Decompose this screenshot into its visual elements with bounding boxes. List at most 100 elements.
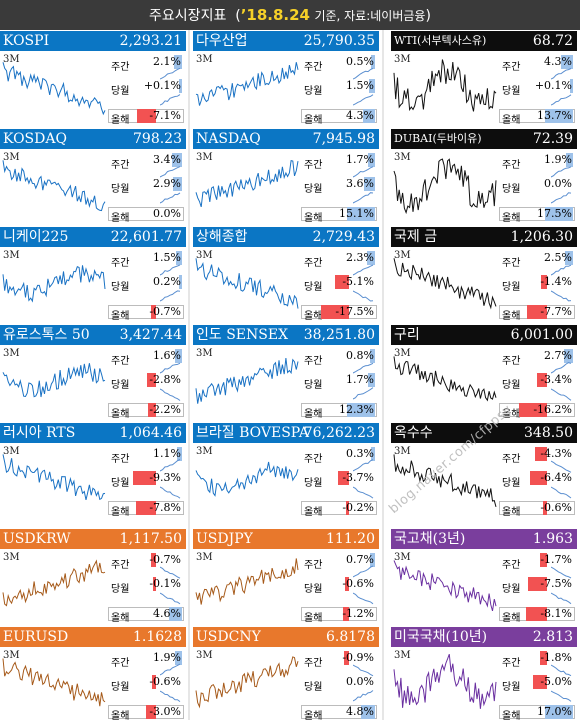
week-change: -0.7% — [149, 553, 181, 566]
panel-header: DUBAI(두바이유) 72.39 — [391, 129, 577, 149]
ytd-label: 올해 — [111, 115, 130, 126]
week-label: 주간 — [502, 160, 521, 171]
panel-header: USDCNY 6.8178 — [193, 627, 379, 647]
indicator-panel: 구리 6,001.00 3M 주간 당월 올해 2.7% -3.4% -16.2% — [391, 325, 577, 420]
ytd-change: -3.0% — [149, 705, 181, 718]
price-chart-3m — [195, 461, 299, 497]
indicator-panel: USDCNY 6.8178 3M 주간 당월 올해 -0.9% 0.0% 4.8% — [193, 627, 379, 720]
week-label: 주간 — [304, 356, 323, 367]
indicator-name: 니케이225 — [3, 229, 69, 245]
week-change: 4.3% — [544, 55, 572, 68]
price-line — [2, 363, 106, 398]
ytd-label: 올해 — [502, 507, 521, 518]
indicator-panel: WTI(서부텍사스유) 68.72 3M 주간 당월 올해 4.3% +0.1% 13.7% — [391, 31, 577, 126]
ytd-label: 올해 — [304, 711, 323, 720]
week-change: -4.3% — [540, 447, 572, 460]
week-change-bar — [175, 349, 182, 363]
period-label: 3M — [394, 348, 411, 359]
week-change-bar — [565, 153, 573, 167]
ytd-box — [499, 501, 575, 515]
indicator-name: 구리 — [394, 327, 420, 343]
period-label: 3M — [394, 152, 411, 163]
indicator-value: 25,790.35 — [303, 33, 375, 49]
ytd-label: 올해 — [111, 507, 130, 518]
week-sparkline — [353, 362, 374, 374]
ytd-box — [108, 305, 184, 319]
indicator-panel: DUBAI(두바이유) 72.39 3M 주간 당월 올해 1.9% 0.0% 17.5% — [391, 129, 577, 224]
week-sparkline — [353, 664, 374, 677]
ytd-label: 올해 — [111, 711, 130, 720]
price-chart-3m — [393, 560, 497, 612]
week-change: 1.5% — [153, 251, 181, 264]
week-change: 1.1% — [153, 447, 181, 460]
month-change: -0.6% — [342, 577, 374, 590]
month-label: 당월 — [111, 584, 130, 595]
indicator-value: 72.39 — [532, 131, 573, 147]
price-line — [195, 461, 299, 497]
month-change-bar — [178, 275, 182, 289]
ytd-label: 올해 — [502, 213, 521, 224]
month-sparkline — [160, 192, 181, 204]
price-chart-3m — [2, 62, 106, 116]
ytd-change-bar — [361, 705, 375, 719]
indicator-panel: NASDAQ 7,945.98 3M 주간 당월 올해 1.7% 3.6% 15.1% — [193, 129, 379, 224]
price-line — [393, 158, 497, 215]
month-sparkline — [551, 192, 572, 204]
week-change-bar — [540, 651, 547, 665]
price-line — [393, 59, 497, 112]
column-divider — [188, 30, 190, 720]
week-sparkline — [160, 264, 181, 276]
price-chart-3m — [393, 258, 497, 310]
price-chart-3m — [2, 160, 106, 212]
panel-header: 미국국채(10년) 2.813 — [391, 627, 577, 647]
ytd-change-bar — [321, 305, 349, 319]
panel-header: 다우산업 25,790.35 — [193, 31, 379, 51]
price-chart-3m — [195, 357, 299, 404]
month-label: 당월 — [304, 86, 323, 97]
week-sparkline — [551, 566, 572, 579]
ytd-box — [301, 109, 377, 123]
indicator-value: 348.50 — [524, 425, 573, 441]
period-label: 3M — [196, 552, 213, 563]
week-change-bar — [540, 553, 547, 567]
month-change-bar — [172, 177, 182, 191]
ytd-change: -17.5% — [335, 305, 374, 318]
month-sparkline — [160, 388, 181, 401]
month-label: 당월 — [304, 584, 323, 595]
week-change: 3.4% — [153, 153, 181, 166]
month-change-bar — [344, 577, 349, 591]
ytd-box — [301, 705, 377, 719]
price-line — [195, 656, 299, 709]
week-sparkline — [160, 166, 181, 178]
month-change: 1.7% — [346, 373, 374, 386]
week-label: 주간 — [111, 62, 130, 73]
panel-header: 국제 금 1,206.30 — [391, 227, 577, 247]
indicator-value: 76,262.23 — [303, 425, 375, 441]
week-change: 0.3% — [346, 447, 374, 460]
month-sparkline — [160, 592, 181, 605]
week-change: 2.7% — [544, 349, 572, 362]
indicator-panel: 인도 SENSEX 38,251.80 3M 주간 당월 올해 0.8% 1.7% 12.3% — [193, 325, 379, 420]
indicator-value: 6.8178 — [326, 629, 375, 645]
ytd-label: 올해 — [111, 409, 130, 420]
period-label: 3M — [394, 650, 411, 661]
title-bar: 주요시장지표 (’18.8.24 기준, 자료:네이버금융) — [0, 0, 580, 30]
ytd-label: 올해 — [502, 613, 521, 624]
ytd-change: -0.7% — [149, 305, 181, 318]
week-change: 1.7% — [346, 153, 374, 166]
price-line — [2, 265, 106, 303]
period-label: 3M — [3, 552, 20, 563]
indicator-value: 3,427.44 — [119, 327, 182, 343]
week-change-bar — [344, 651, 349, 665]
week-sparkline — [551, 664, 572, 677]
week-change: 0.5% — [346, 55, 374, 68]
ytd-change-bar — [135, 501, 156, 515]
panel-header: 러시아 RTS 1,064.46 — [0, 423, 186, 443]
indicator-value: 1.1628 — [133, 629, 182, 645]
week-label: 주간 — [111, 258, 130, 269]
period-label: 3M — [394, 552, 411, 563]
indicator-panel: KOSPI 2,293.21 3M 주간 당월 올해 2.1% +0.1% -7.1% — [0, 31, 186, 126]
ytd-change-bar — [527, 305, 547, 319]
indicator-name: 인도 SENSEX — [196, 327, 289, 343]
month-change: 0.2% — [153, 275, 181, 288]
